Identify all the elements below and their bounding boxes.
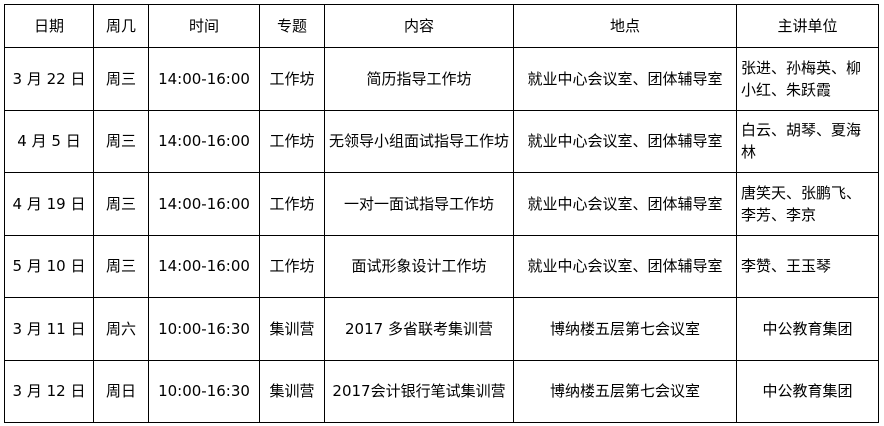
table-row: 3 月 12 日周日 10:00-16:30 集训营 2017会计银行笔试集训营 博纳楼…	[4, 359, 879, 423]
table-cell: 集训营	[259, 359, 325, 423]
table-cell: 博纳楼五层第七会议室	[513, 297, 737, 361]
table-cell: 张进、孙梅英、柳小红、朱跃霞	[736, 47, 879, 111]
table-cell: 集训营	[259, 297, 325, 361]
table-cell: 3 月 11 日	[4, 297, 94, 361]
table-cell: 简历指导工作坊	[324, 47, 514, 111]
table-cell: 就业中心会议室、团体辅导室	[513, 234, 737, 298]
table-cell: 5 月 10 日	[4, 234, 94, 298]
table-cell: 无领导小组面试指导工作坊	[324, 109, 514, 173]
table-cell: 工作坊	[259, 172, 325, 236]
table-cell: 李赞、王玉琴	[736, 234, 879, 298]
table-cell: 博纳楼五层第七会议室	[513, 359, 737, 423]
table-row: 5 月 10 日周三 14:00-16:00 工作坊 面试形象设计工作坊 就业中心会议室…	[4, 234, 879, 298]
table-cell: 14:00-16:00	[148, 109, 260, 173]
table-cell: 14:00-16:00	[148, 172, 260, 236]
table-cell: 工作坊	[259, 47, 325, 111]
table-cell: 中公教育集团	[736, 297, 879, 361]
header-cell: 主讲单位	[736, 4, 879, 48]
table-cell: 一对一面试指导工作坊	[324, 172, 514, 236]
table-cell: 白云、胡琴、夏海林	[736, 109, 879, 173]
schedule-table: 日期 周几 时间 专题 内容 地点 主讲单位 3 月 22 日周三 14:00-16:00 工作…	[4, 4, 879, 423]
table-body: 3 月 22 日周三 14:00-16:00 工作坊 简历指导工作坊 就业中心会议室、团…	[4, 47, 879, 423]
table-cell: 面试形象设计工作坊	[324, 234, 514, 298]
table-cell: 3 月 22 日	[4, 47, 94, 111]
table-cell: 周三	[93, 47, 149, 111]
table-cell: 周三	[93, 172, 149, 236]
table-cell: 周三	[93, 109, 149, 173]
table-cell: 周日	[93, 359, 149, 423]
table-cell: 周三	[93, 234, 149, 298]
header-row: 日期 周几 时间 专题 内容 地点 主讲单位	[4, 4, 879, 48]
table-cell: 14:00-16:00	[148, 234, 260, 298]
table-cell: 周六	[93, 297, 149, 361]
table-header: 日期 周几 时间 专题 内容 地点 主讲单位	[4, 4, 879, 48]
table-row: 4 月 19 日周三 14:00-16:00 工作坊 一对一面试指导工作坊 就业中心会议…	[4, 172, 879, 236]
header-cell: 专题	[259, 4, 325, 48]
table-cell: 就业中心会议室、团体辅导室	[513, 47, 737, 111]
table-cell: 3 月 12 日	[4, 359, 94, 423]
table-row: 3 月 11 日周六 10:00-16:30 集训营 2017 多省联考集训营 博纳楼五…	[4, 297, 879, 361]
header-cell: 地点	[513, 4, 737, 48]
table-cell: 10:00-16:30	[148, 297, 260, 361]
table-cell: 中公教育集团	[736, 359, 879, 423]
header-cell: 周几	[93, 4, 149, 48]
table-cell: 2017会计银行笔试集训营	[324, 359, 514, 423]
table-cell: 就业中心会议室、团体辅导室	[513, 109, 737, 173]
table-cell: 4 月 5 日	[4, 109, 94, 173]
table-cell: 2017 多省联考集训营	[324, 297, 514, 361]
table-cell: 14:00-16:00	[148, 47, 260, 111]
table-row: 3 月 22 日周三 14:00-16:00 工作坊 简历指导工作坊 就业中心会议室、团…	[4, 47, 879, 111]
table-cell: 就业中心会议室、团体辅导室	[513, 172, 737, 236]
table-cell: 4 月 19 日	[4, 172, 94, 236]
table-cell: 唐笑天、张鹏飞、李芳、李京	[736, 172, 879, 236]
header-cell: 日期	[4, 4, 94, 48]
header-cell: 时间	[148, 4, 260, 48]
table-cell: 10:00-16:30	[148, 359, 260, 423]
table-cell: 工作坊	[259, 109, 325, 173]
table-row: 4 月 5 日周三 14:00-16:00 工作坊 无领导小组面试指导工作坊 就业中心会…	[4, 109, 879, 173]
header-cell: 内容	[324, 4, 514, 48]
table-cell: 工作坊	[259, 234, 325, 298]
